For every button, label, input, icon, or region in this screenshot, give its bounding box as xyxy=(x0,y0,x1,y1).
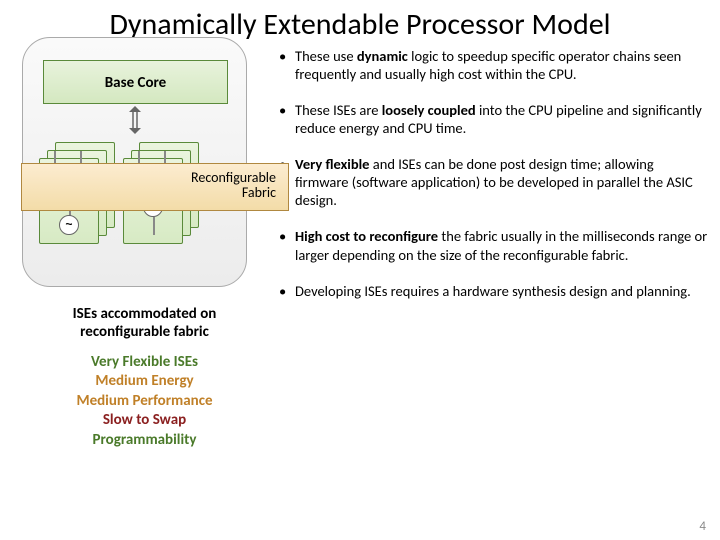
summary-line: Very Flexible ISEs xyxy=(22,353,267,373)
bullet-text: These use dynamic logic to speedup speci… xyxy=(295,47,708,83)
summary-line: Medium Performance xyxy=(22,392,267,412)
reconfigurable-fabric-box: Reconfigurable Fabric xyxy=(21,163,289,211)
bullet-item: • These ISEs are loosely coupled into th… xyxy=(277,101,708,137)
summary-caption: Very Flexible ISEs Medium Energy Medium … xyxy=(22,353,267,451)
bullet-text: These ISEs are loosely coupled into the … xyxy=(295,101,708,137)
op-node: ~ xyxy=(59,215,79,235)
chip-outline: Base Core + - & xyxy=(22,37,247,287)
bullet-dot-icon: • xyxy=(277,101,295,137)
connector-line xyxy=(164,151,166,163)
bullet-dot-icon: • xyxy=(277,282,295,300)
bullet-item: • High cost to reconfigure the fabric us… xyxy=(277,227,708,263)
bullet-dot-icon: • xyxy=(277,227,295,263)
connector-line xyxy=(153,217,155,235)
bullet-dot-icon: • xyxy=(277,47,295,83)
page-number: 4 xyxy=(699,519,706,534)
summary-line: Medium Energy xyxy=(22,372,267,392)
bullet-text: High cost to reconfigure the fabric usua… xyxy=(295,227,708,263)
bullet-text: Developing ISEs requires a hardware synt… xyxy=(295,282,708,300)
diagram-caption: ISEs accommodated on reconfigurable fabr… xyxy=(22,305,267,341)
left-column: Base Core + - & xyxy=(22,43,267,451)
summary-line: Programmability xyxy=(22,431,267,451)
bullet-item: • Developing ISEs requires a hardware sy… xyxy=(277,282,708,300)
connector-line xyxy=(80,151,82,163)
fabric-label-line2: Fabric xyxy=(22,185,276,200)
base-core-box: Base Core xyxy=(43,60,228,104)
connector-line xyxy=(138,151,140,163)
bullet-item: • These use dynamic logic to speedup spe… xyxy=(277,47,708,83)
summary-line: Slow to Swap xyxy=(22,411,267,431)
bullet-item: • Very flexible and ISEs can be done pos… xyxy=(277,155,708,209)
right-column: • These use dynamic logic to speedup spe… xyxy=(267,43,708,451)
bullet-text: Very flexible and ISEs can be done post … xyxy=(295,155,708,209)
fabric-label-line1: Reconfigurable xyxy=(22,170,276,185)
double-arrow-icon xyxy=(127,106,143,134)
content-area: Base Core + - & xyxy=(0,43,720,451)
connector-line xyxy=(54,151,56,163)
caption-line: reconfigurable fabric xyxy=(22,323,267,341)
bullet-list: • These use dynamic logic to speedup spe… xyxy=(277,47,708,300)
caption-line: ISEs accommodated on xyxy=(22,305,267,323)
